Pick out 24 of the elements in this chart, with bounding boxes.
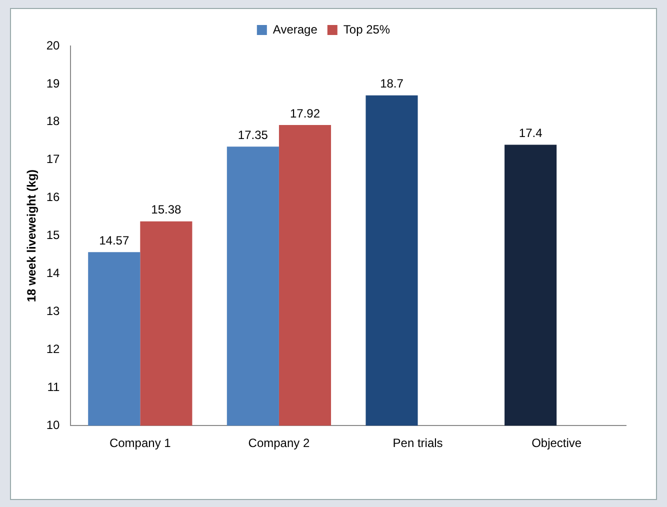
y-tick-label: 12 <box>46 342 60 356</box>
x-tick-label: Company 2 <box>248 436 310 450</box>
y-tick-label: 19 <box>46 76 60 90</box>
data-label: 18.7 <box>380 76 404 91</box>
y-tick-label: 18 <box>46 114 60 128</box>
y-tick-label: 15 <box>46 228 60 242</box>
y-axis-title: 18 week liveweight (kg) <box>24 169 39 302</box>
x-tick-label: Company 1 <box>109 436 172 450</box>
y-tick-label: 10 <box>46 418 60 432</box>
legend-label: Top 25% <box>343 22 390 36</box>
x-tick-label: Objective <box>532 436 582 450</box>
data-label: 17.35 <box>238 128 268 142</box>
data-label: 14.57 <box>99 233 130 248</box>
y-tick-label: 16 <box>46 190 60 204</box>
y-tick-label: 13 <box>46 304 60 318</box>
data-label: 17.4 <box>518 126 543 140</box>
legend-label: Average <box>272 22 318 36</box>
y-tick-label: 14 <box>46 266 60 280</box>
data-label: 17.92 <box>290 106 320 120</box>
y-tick-label: 20 <box>46 38 60 52</box>
y-tick-label: 17 <box>46 152 60 166</box>
x-tick-label: Pen trials <box>392 436 443 450</box>
y-tick-label: 11 <box>47 380 60 394</box>
data-label: 15.38 <box>151 202 182 217</box>
